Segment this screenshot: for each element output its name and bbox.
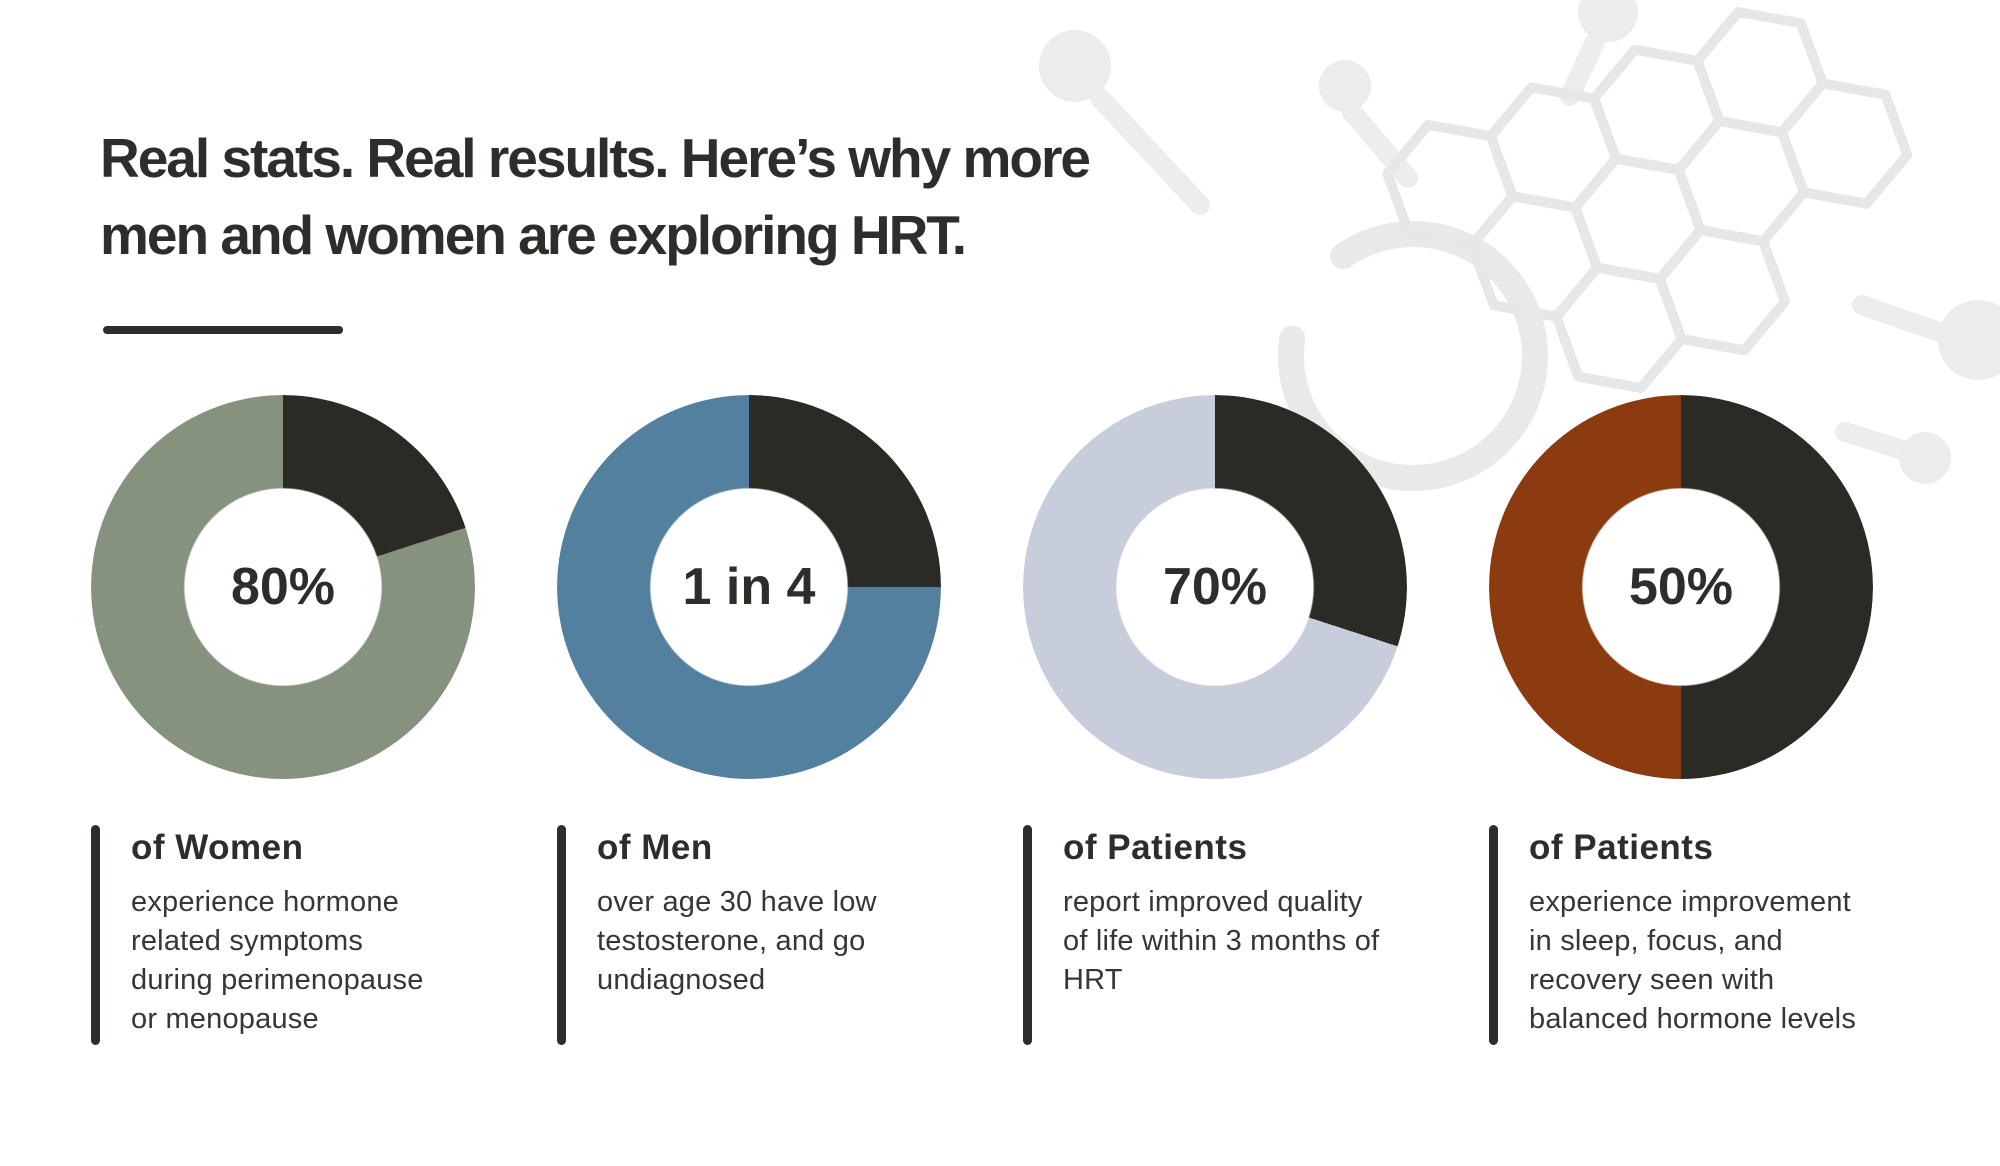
- donut-center-value: 80%: [230, 558, 336, 616]
- donut-chart-patients-qol: 70%: [1023, 395, 1407, 779]
- stat-column-patients-sleep: 50% of Patients experience improvement i…: [1489, 395, 1941, 1045]
- donut-center-value: 1 in 4: [682, 558, 816, 616]
- donut-center-value: 50%: [1628, 558, 1734, 616]
- donut-ring: [91, 395, 475, 779]
- stat-heading: of Men: [597, 828, 713, 867]
- stat-heading: of Women: [131, 828, 304, 867]
- molecule-hexagons: [1376, 0, 1951, 444]
- stat-heading: of Patients: [1529, 828, 1714, 867]
- caption-accent-bar: [1489, 825, 1498, 1045]
- caption-accent-bar: [557, 825, 566, 1045]
- stat-heading: of Patients: [1063, 828, 1248, 867]
- donut-center-value: 70%: [1162, 558, 1268, 616]
- page-title: Real stats. Real results. Here’s why mor…: [100, 127, 1091, 266]
- molecule-atoms: [1039, 0, 2000, 484]
- caption-accent-bar: [1023, 825, 1032, 1045]
- stat-caption: of Women experience hormone related symp…: [91, 825, 543, 1045]
- stat-column-patients-qol: 70% of Patients report improved quality …: [1023, 395, 1475, 1045]
- stat-caption: of Patients experience improvement in sl…: [1489, 825, 1941, 1045]
- caption-text: of Patients report improved quality of l…: [1063, 825, 1379, 1045]
- stat-column-women: 80% of Women experience hormone related …: [91, 395, 543, 1045]
- stat-description: experience hormone related symptoms duri…: [131, 886, 424, 1035]
- stat-description: experience improvement in sleep, focus, …: [1529, 886, 1857, 1035]
- stat-caption: of Patients report improved quality of l…: [1023, 825, 1475, 1045]
- donut-chart-women: 80%: [91, 395, 475, 779]
- caption-text: of Women experience hormone related symp…: [131, 825, 424, 1045]
- stat-column-men: 1 in 4 of Men over age 30 have low testo…: [557, 395, 1009, 1045]
- caption-accent-bar: [91, 825, 100, 1045]
- molecule-bonds: [1090, 32, 1952, 460]
- donut-chart-men: 1 in 4: [557, 395, 941, 779]
- stat-caption: of Men over age 30 have low testosterone…: [557, 825, 1009, 1045]
- donut-ring: [557, 395, 941, 779]
- stat-description: over age 30 have low testosterone, and g…: [597, 886, 877, 996]
- stat-description: report improved quality of life within 3…: [1063, 886, 1380, 996]
- caption-text: of Patients experience improvement in sl…: [1529, 825, 1856, 1045]
- caption-text: of Men over age 30 have low testosterone…: [597, 825, 877, 1045]
- donut-chart-patients-sleep: 50%: [1489, 395, 1873, 779]
- title-underline-divider: [103, 326, 343, 334]
- donut-ring: [1489, 395, 1873, 779]
- donut-ring: [1023, 395, 1407, 779]
